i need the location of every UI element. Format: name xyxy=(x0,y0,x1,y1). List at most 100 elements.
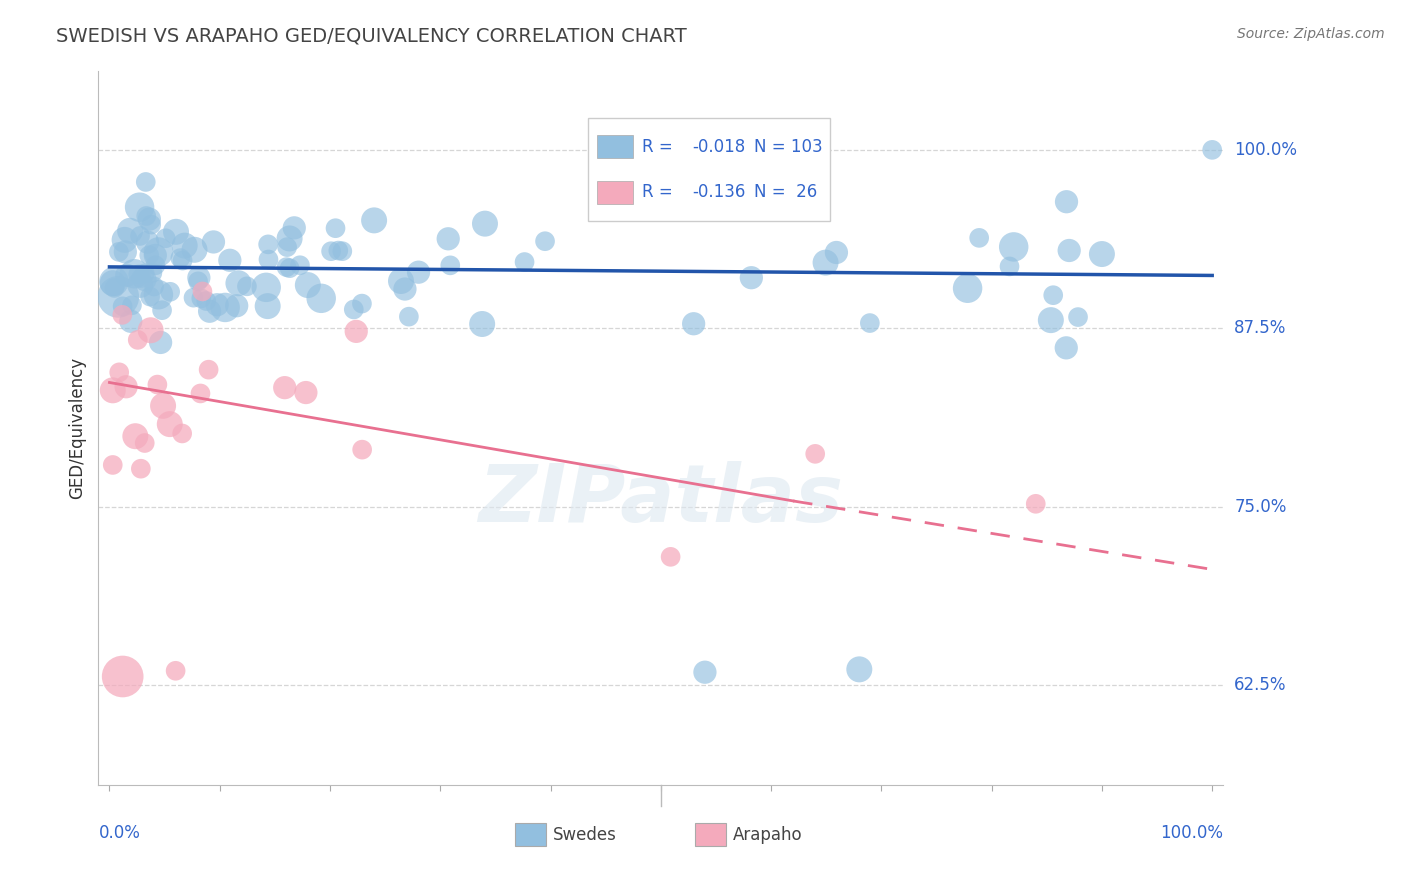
Point xyxy=(111,299,134,313)
Point xyxy=(143,248,166,262)
Point xyxy=(408,265,430,279)
Point xyxy=(1025,497,1047,511)
Text: -0.018: -0.018 xyxy=(692,137,745,156)
Point xyxy=(103,275,125,289)
Point xyxy=(352,442,374,457)
Text: Source: ZipAtlas.com: Source: ZipAtlas.com xyxy=(1237,27,1385,41)
Point xyxy=(148,244,170,259)
Text: SWEDISH VS ARAPAHO GED/EQUIVALENCY CORRELATION CHART: SWEDISH VS ARAPAHO GED/EQUIVALENCY CORRE… xyxy=(56,27,688,45)
Point xyxy=(1002,240,1025,254)
Point xyxy=(278,261,301,276)
Point xyxy=(1054,341,1077,355)
Point xyxy=(254,280,277,294)
Point xyxy=(437,232,460,246)
Text: N =  26: N = 26 xyxy=(754,183,817,202)
Point xyxy=(101,384,124,398)
FancyBboxPatch shape xyxy=(596,136,633,158)
Point xyxy=(138,248,160,262)
Point xyxy=(152,399,174,413)
Point xyxy=(693,665,716,680)
Point xyxy=(111,308,134,322)
Point xyxy=(139,323,162,337)
Point xyxy=(136,235,159,250)
Text: R =: R = xyxy=(641,137,678,156)
Text: 100.0%: 100.0% xyxy=(1234,141,1298,159)
Point xyxy=(148,287,170,301)
Point xyxy=(257,237,280,252)
Point xyxy=(173,238,195,252)
Point xyxy=(1057,244,1080,258)
Point xyxy=(172,426,194,441)
Point xyxy=(135,209,157,223)
Point xyxy=(534,234,557,248)
Point xyxy=(103,281,125,295)
Point xyxy=(439,258,461,272)
Point xyxy=(134,267,156,281)
Point xyxy=(274,381,297,395)
Point xyxy=(513,255,536,269)
Point xyxy=(165,664,187,678)
Point xyxy=(363,213,385,227)
Point xyxy=(129,229,152,244)
Point xyxy=(814,255,837,269)
Point xyxy=(143,279,166,293)
Point xyxy=(228,277,250,291)
Point xyxy=(1201,143,1223,157)
Text: 75.0%: 75.0% xyxy=(1234,498,1286,516)
Text: -0.136: -0.136 xyxy=(692,183,745,202)
Point xyxy=(389,274,412,288)
Point xyxy=(202,235,225,249)
Point xyxy=(328,244,350,258)
Point xyxy=(134,436,156,450)
Text: 87.5%: 87.5% xyxy=(1234,319,1286,337)
FancyBboxPatch shape xyxy=(588,118,830,221)
Point xyxy=(135,175,157,189)
Point xyxy=(127,333,149,347)
Text: R =: R = xyxy=(641,183,678,202)
Point xyxy=(124,429,146,443)
Point xyxy=(859,316,882,330)
FancyBboxPatch shape xyxy=(695,823,725,847)
Point xyxy=(134,272,156,286)
Point xyxy=(129,271,152,285)
Point xyxy=(825,245,848,260)
Point xyxy=(101,458,124,472)
Point xyxy=(115,268,138,283)
Point xyxy=(283,220,305,235)
Point xyxy=(155,231,177,245)
Point xyxy=(149,335,172,350)
Point xyxy=(471,317,494,331)
Point xyxy=(205,298,228,312)
Point xyxy=(159,285,181,299)
Point xyxy=(183,291,205,305)
FancyBboxPatch shape xyxy=(515,823,546,847)
Point xyxy=(111,669,134,683)
Point xyxy=(190,292,212,306)
Point xyxy=(276,240,298,254)
Point xyxy=(198,304,221,318)
Point xyxy=(150,303,173,318)
Point xyxy=(278,231,301,245)
Point xyxy=(1067,310,1090,324)
Point xyxy=(956,281,979,295)
Point xyxy=(1091,247,1114,261)
Point xyxy=(394,282,416,296)
Point xyxy=(138,212,160,227)
Point xyxy=(848,662,870,676)
Point xyxy=(108,244,131,259)
Point xyxy=(121,298,143,312)
Point xyxy=(330,244,353,259)
Y-axis label: GED/Equivalency: GED/Equivalency xyxy=(69,357,87,500)
Point xyxy=(146,377,169,392)
Point xyxy=(107,290,129,304)
Point xyxy=(190,386,212,401)
Point xyxy=(682,317,704,331)
Point xyxy=(165,225,187,239)
Point xyxy=(236,279,259,293)
Point xyxy=(108,365,131,379)
Point xyxy=(319,244,342,259)
Point xyxy=(169,251,191,265)
Point xyxy=(141,266,163,280)
Text: Arapaho: Arapaho xyxy=(733,826,803,844)
Point xyxy=(120,314,142,328)
